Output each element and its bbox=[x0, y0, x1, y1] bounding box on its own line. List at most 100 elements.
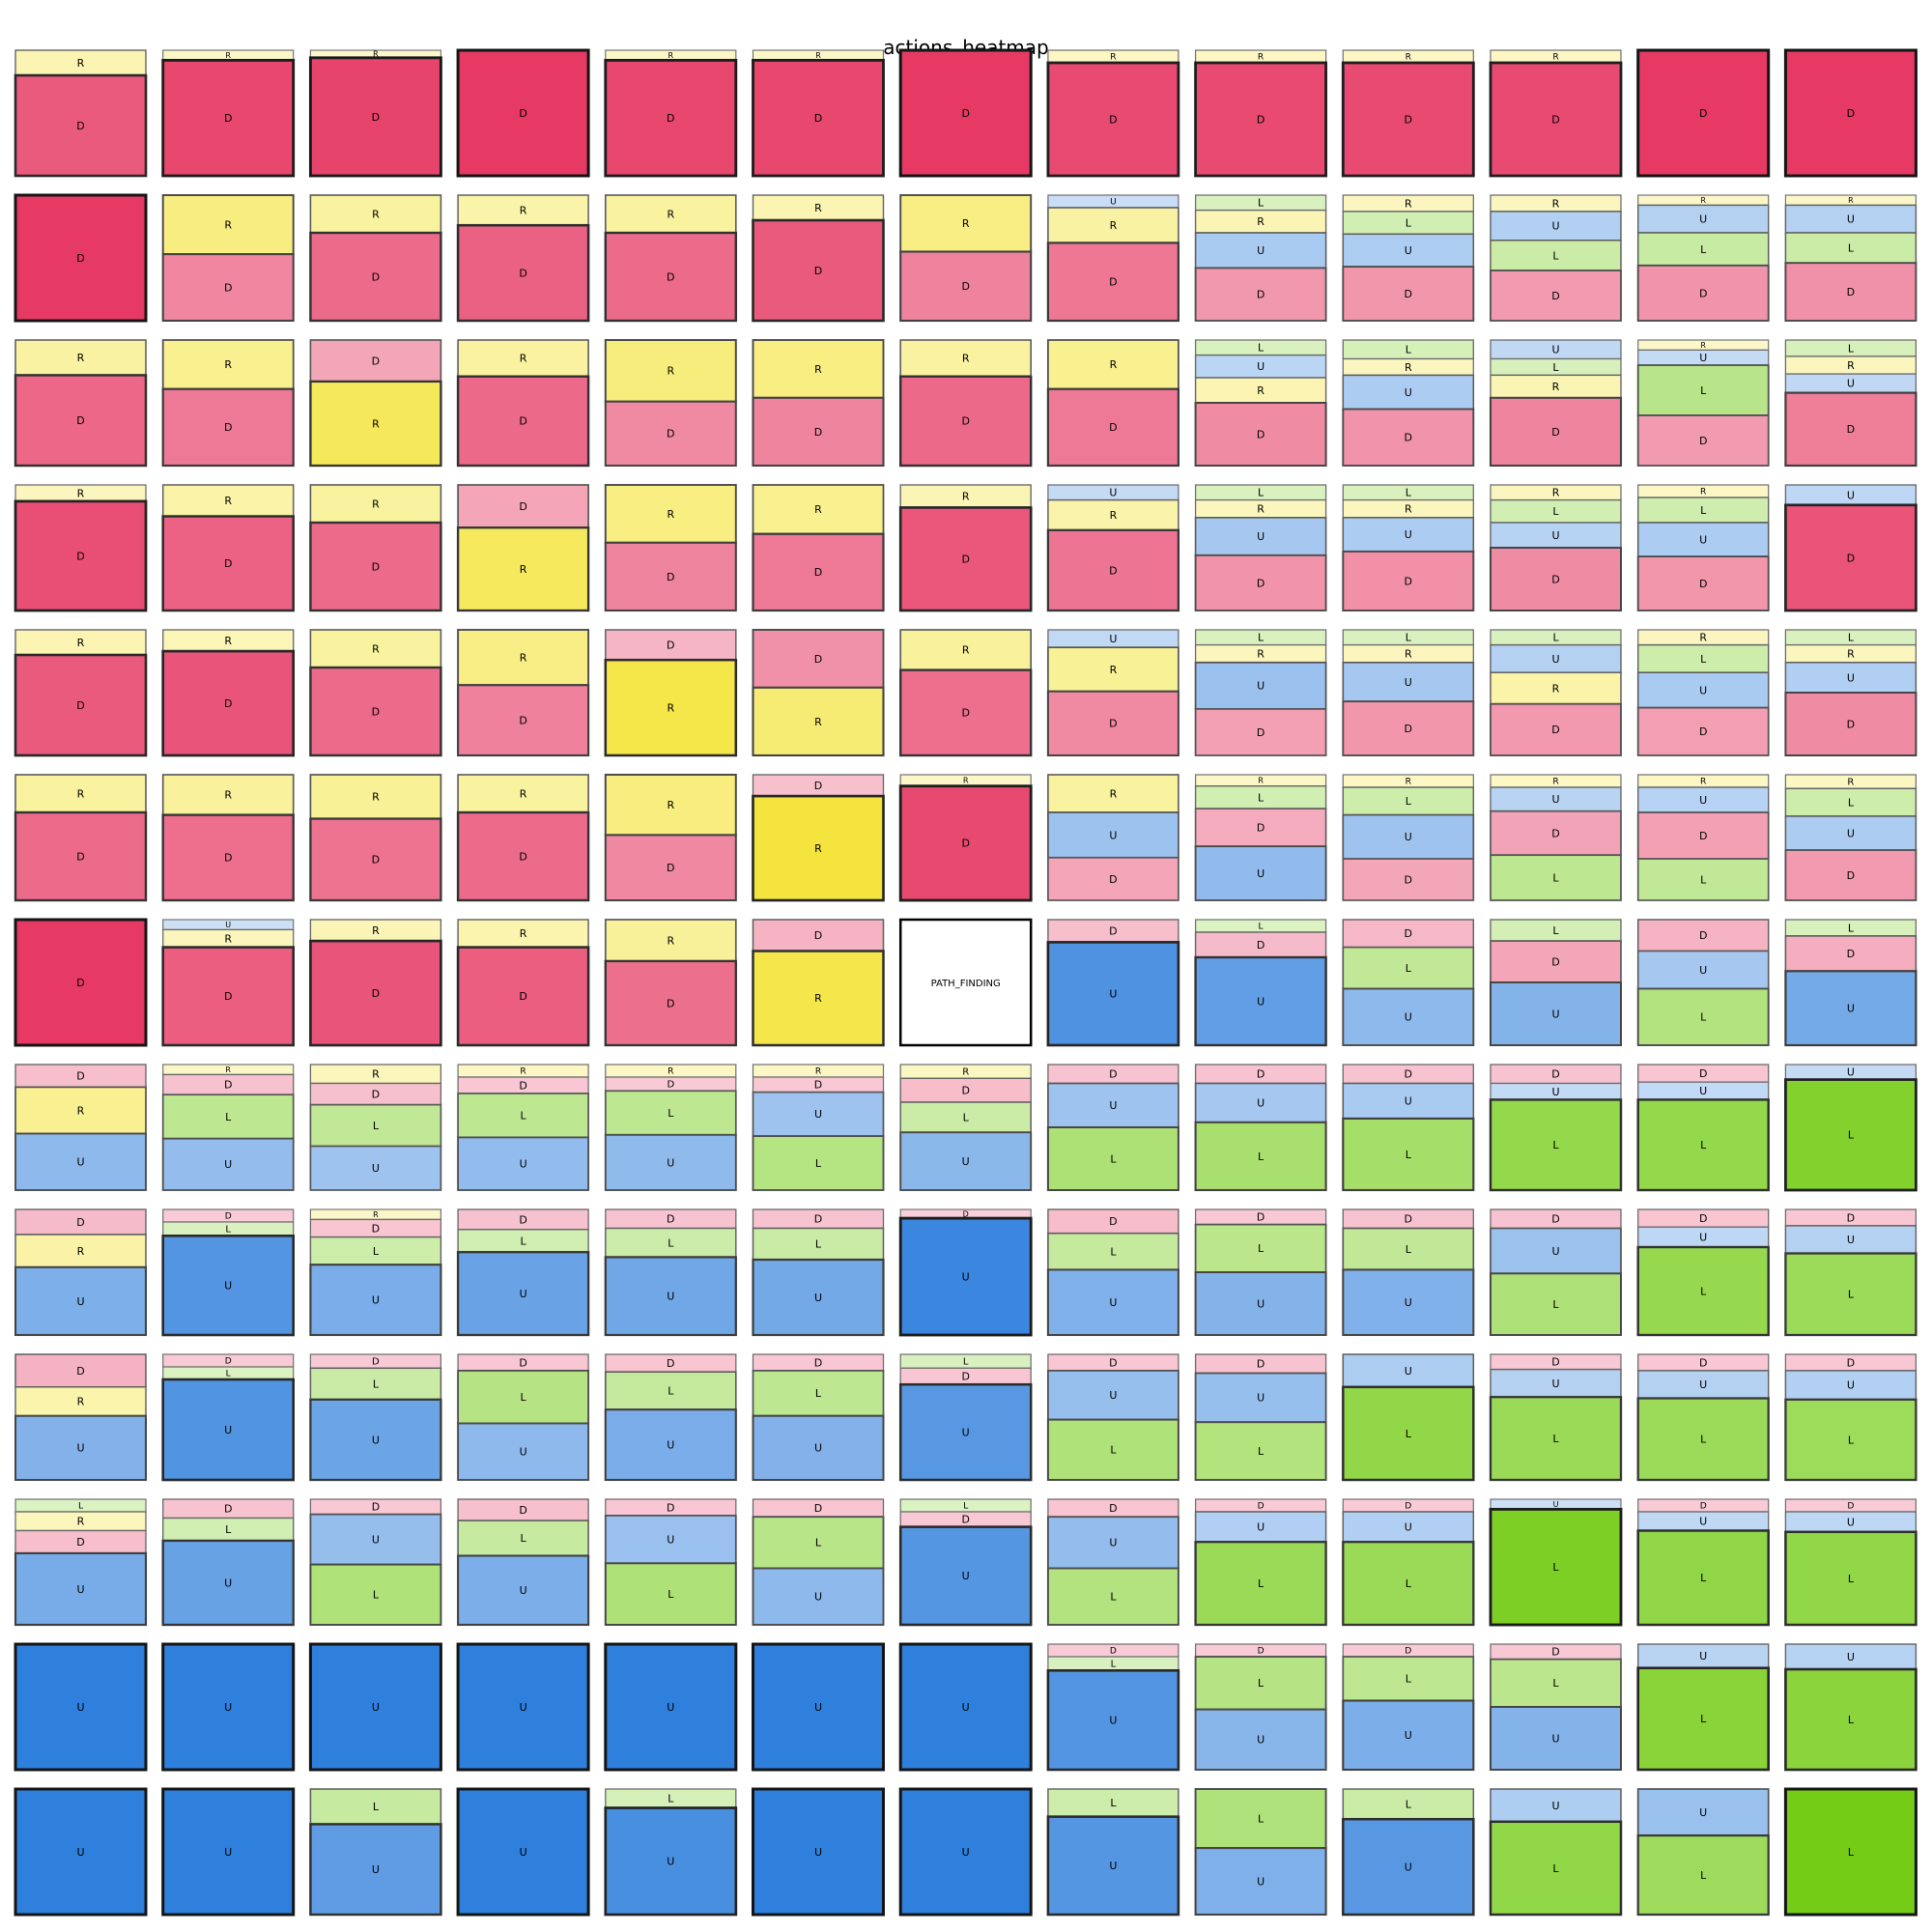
action-label-L: L bbox=[1848, 796, 1855, 809]
heatmap-cell: U bbox=[308, 1642, 442, 1772]
action-label-D: D bbox=[1257, 1358, 1264, 1371]
action-label-R: R bbox=[668, 51, 674, 60]
action-segment-D bbox=[1489, 61, 1623, 178]
heatmap-cell: LU bbox=[309, 1788, 442, 1917]
heatmap-cell: DLU bbox=[309, 1353, 442, 1482]
action-label-D: D bbox=[1257, 428, 1264, 440]
action-label-D: D bbox=[667, 997, 674, 1009]
action-label-D: D bbox=[519, 415, 526, 428]
action-label-U: U bbox=[1699, 533, 1707, 546]
action-label-D: D bbox=[372, 854, 380, 867]
action-label-R: R bbox=[1110, 787, 1118, 800]
action-label-U: U bbox=[1109, 988, 1117, 1001]
action-segment-R bbox=[309, 194, 442, 234]
action-segment-D bbox=[1194, 61, 1327, 178]
action-segment-L bbox=[309, 1367, 442, 1401]
action-label-R: R bbox=[520, 787, 527, 800]
heatmap-cell: RD bbox=[752, 339, 885, 468]
action-label-L: L bbox=[668, 1588, 674, 1601]
action-segment-L bbox=[1636, 1833, 1770, 1917]
heatmap-cell: DLU bbox=[161, 1353, 295, 1482]
heatmap-cell: DUL bbox=[1490, 1208, 1622, 1336]
action-label-R: R bbox=[520, 563, 527, 576]
action-label-D: D bbox=[224, 421, 232, 434]
action-label-R: R bbox=[1552, 381, 1560, 393]
action-label-R: R bbox=[1405, 648, 1412, 661]
action-segment-U bbox=[1784, 1370, 1918, 1401]
action-segment-R bbox=[309, 774, 442, 820]
action-label-L: L bbox=[1552, 1298, 1559, 1311]
action-label-D: D bbox=[76, 550, 84, 562]
action-segment-U bbox=[1636, 1788, 1770, 1836]
action-label-D: D bbox=[814, 1356, 822, 1369]
heatmap-cell: RL U D bbox=[1342, 774, 1475, 901]
heatmap-cell: DLU bbox=[1342, 1208, 1475, 1337]
action-label-D: D bbox=[1405, 113, 1412, 126]
action-label-D: D bbox=[1109, 421, 1117, 434]
action-label-L: L bbox=[1110, 1591, 1117, 1604]
heatmap-cell: RD L U bbox=[457, 1064, 590, 1191]
action-segment-R bbox=[309, 380, 442, 468]
heatmap-cell: DUL bbox=[1636, 919, 1770, 1046]
action-label-D: D bbox=[76, 699, 84, 712]
action-label-R: R bbox=[962, 644, 970, 657]
heatmap-cell: DR bbox=[604, 629, 738, 757]
action-segment-D bbox=[1636, 706, 1770, 756]
action-label-L: L bbox=[963, 1502, 969, 1512]
action-segment-U bbox=[1194, 516, 1327, 556]
action-label-D: D bbox=[961, 415, 969, 428]
action-label-U: U bbox=[1109, 1860, 1117, 1872]
action-segment-D bbox=[752, 396, 885, 468]
action-label-R: R bbox=[1406, 778, 1412, 787]
action-label-D: D bbox=[519, 267, 526, 279]
action-label-D: D bbox=[1700, 1502, 1707, 1512]
heatmap-cell: RD bbox=[899, 194, 1033, 323]
action-segment-L bbox=[1636, 364, 1770, 416]
action-label-L: L bbox=[1700, 653, 1707, 666]
action-label-D: D bbox=[372, 1088, 380, 1100]
action-segment-D bbox=[1046, 242, 1180, 323]
action-segment-U bbox=[604, 1408, 737, 1482]
action-segment-L bbox=[752, 1516, 885, 1570]
action-label-U: U bbox=[814, 1701, 822, 1714]
heatmap-cell: RD bbox=[457, 629, 590, 757]
action-label-L: L bbox=[1259, 923, 1264, 932]
action-segment-U bbox=[161, 1235, 295, 1337]
action-segment-R bbox=[604, 484, 737, 544]
action-label-U: U bbox=[76, 1156, 84, 1169]
action-segment-U bbox=[1194, 1082, 1327, 1123]
action-label-L: L bbox=[1406, 1673, 1412, 1686]
action-label-U: U bbox=[1699, 1378, 1707, 1391]
action-segment-D bbox=[14, 653, 148, 757]
action-segment-L bbox=[309, 1103, 442, 1148]
action-segment-D bbox=[1489, 396, 1623, 468]
action-label-U: U bbox=[1551, 1732, 1559, 1745]
action-label-L: L bbox=[1552, 924, 1559, 937]
heatmap-cell: U bbox=[898, 1642, 1033, 1772]
action-label-R: R bbox=[520, 1067, 526, 1077]
action-label-L: L bbox=[1848, 1714, 1855, 1726]
heatmap-cell: DUL bbox=[1784, 1208, 1918, 1337]
heatmap-cell: U R D bbox=[1046, 629, 1179, 757]
action-label-D: D bbox=[224, 1079, 232, 1092]
heatmap-cell: UL bbox=[1489, 1788, 1623, 1917]
action-segment-D bbox=[752, 58, 885, 178]
action-label-D: D bbox=[1699, 578, 1707, 590]
action-label-L: L bbox=[1700, 1572, 1707, 1584]
action-label-L: L bbox=[815, 1537, 822, 1549]
heatmap-cell: RD bbox=[161, 484, 295, 612]
action-segment-D bbox=[161, 649, 296, 757]
action-label-L: L bbox=[1406, 344, 1412, 356]
action-segment-D bbox=[14, 810, 148, 902]
action-segment-U bbox=[14, 1132, 147, 1191]
action-label-R: R bbox=[372, 417, 380, 430]
action-label-D: D bbox=[76, 1070, 84, 1083]
action-label-U: U bbox=[1109, 829, 1117, 841]
action-label-U: U bbox=[1847, 1066, 1855, 1079]
action-label-U: U bbox=[1109, 1715, 1117, 1727]
action-segment-L bbox=[1636, 643, 1770, 673]
action-label-D: D bbox=[519, 1504, 526, 1517]
action-segment-L bbox=[1194, 1656, 1327, 1711]
action-label-U: U bbox=[1847, 378, 1855, 390]
action-segment-U bbox=[14, 1551, 148, 1627]
